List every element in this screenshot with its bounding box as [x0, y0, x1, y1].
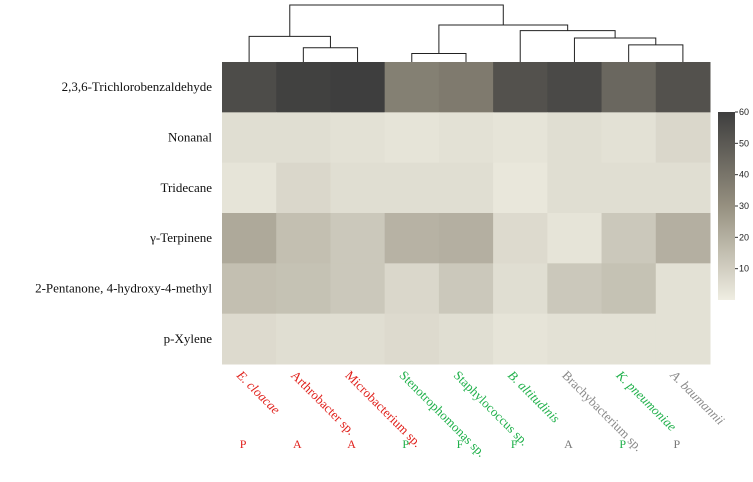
heatmap-cell: [330, 62, 386, 113]
heatmap-cell: [547, 263, 603, 315]
heatmap-cell: [276, 162, 331, 214]
column-code: A: [293, 437, 302, 451]
dendrogram-branch: [438, 24, 569, 54]
dendrogram-branch: [519, 30, 616, 62]
heatmap-cell: [384, 162, 440, 214]
column-code: P: [619, 437, 626, 451]
column-code: A: [347, 437, 356, 451]
colorbar-tick-label: 30: [739, 201, 749, 211]
column-code: F: [457, 437, 464, 451]
heatmap-cell: [493, 62, 548, 113]
heatmap-cell: [330, 162, 386, 214]
heatmap-cell: [222, 162, 277, 214]
heatmap-cell: [601, 313, 657, 365]
dendrogram-branch: [573, 37, 657, 62]
row-label: 2-Pentanone, 4-hydroxy-4-methyl: [35, 281, 212, 296]
colorbar-tick-label: 10: [739, 264, 749, 274]
heatmap-cell: [493, 112, 548, 164]
heatmap-cell: [330, 263, 386, 315]
heatmap-cell: [601, 162, 657, 214]
heatmap-cell: [276, 112, 331, 164]
column-code: A: [564, 437, 573, 451]
heatmap-cell: [222, 263, 277, 315]
colorbar-tick-label: 60: [739, 107, 749, 117]
row-label: γ-Terpinene: [149, 230, 212, 245]
colorbar-tick-label: 50: [739, 138, 749, 148]
heatmap-cell: [276, 313, 331, 365]
heatmap-cell: [276, 263, 331, 315]
heatmap-cell: [493, 263, 548, 315]
dendrogram-branch: [289, 4, 504, 37]
colorbar-gradient: [718, 112, 735, 300]
heatmap-cell: [384, 213, 440, 264]
heatmap-cell: [384, 62, 440, 113]
heatmap-cell: [384, 112, 440, 164]
column-code: F: [511, 437, 518, 451]
heatmap-cell: [655, 112, 711, 164]
heatmap-cell: [330, 112, 386, 164]
row-labels: 2,3,6-Trichlorobenzaldehyde Nonanal Tridec…: [35, 79, 212, 346]
heatmap-cell: [655, 263, 711, 315]
heatmap-cell: [276, 62, 331, 113]
heatmap-cell: [655, 313, 711, 365]
heatmap-cell: [222, 213, 277, 264]
column-code: P: [674, 437, 681, 451]
dendrogram-branch: [248, 35, 331, 62]
heatmap-cell: [384, 313, 440, 365]
heatmap-cell: [330, 213, 386, 264]
heatmap-cell: [222, 112, 277, 164]
column-label: B. altitudinis: [505, 368, 563, 426]
heatmap-cell: [438, 112, 494, 164]
column-label: E. cloacae: [233, 367, 283, 417]
heatmap-cell: [222, 62, 277, 113]
heatmap-cell: [384, 263, 440, 315]
heatmap-cell: [438, 162, 494, 214]
colorbar: 10 20 30 40 50 60: [718, 107, 749, 300]
heatmap-cell: [493, 162, 548, 214]
heatmap-cell: [547, 162, 603, 214]
row-label: p-Xylene: [164, 331, 213, 346]
dendrogram-branch: [411, 52, 467, 62]
column-labels: E. cloacae Arthrobacter sp.Microbacterium…: [233, 367, 728, 460]
heatmap-cell: [601, 213, 657, 264]
heatmap-cell: [438, 213, 494, 264]
heatmap-cell: [601, 112, 657, 164]
heatmap-cell: [493, 313, 548, 365]
colorbar-tick-label: 20: [739, 232, 749, 242]
heatmap-cell: [438, 62, 494, 113]
heatmap-cell: [547, 213, 603, 264]
row-label: Nonanal: [168, 130, 212, 145]
heatmap-cell: [655, 213, 711, 264]
row-label: Tridecane: [160, 180, 212, 195]
heatmap-cell: [330, 313, 386, 365]
row-label: 2,3,6-Trichlorobenzaldehyde: [62, 79, 213, 94]
heatmap-cell: [438, 263, 494, 315]
heatmap-cell: [438, 313, 494, 365]
heatmap-cell: [601, 62, 657, 113]
heatmap-cell: [547, 62, 603, 113]
heatmap-cell: [222, 313, 277, 365]
heatmap-cells: [222, 62, 711, 365]
heatmap-cell: [547, 112, 603, 164]
heatmap-cell: [276, 213, 331, 264]
heatmap-cell: [655, 62, 711, 113]
heatmap-cell: [493, 213, 548, 264]
column-dendrogram: [248, 4, 684, 62]
colorbar-tick-label: 40: [739, 170, 749, 180]
column-code: P: [402, 437, 409, 451]
heatmap-cell: [601, 263, 657, 315]
heatmap-cell: [655, 162, 711, 214]
dendrogram-branch: [302, 47, 359, 62]
heatmap-cell: [547, 313, 603, 365]
column-code: P: [240, 437, 247, 451]
dendrogram-branch: [628, 44, 684, 62]
